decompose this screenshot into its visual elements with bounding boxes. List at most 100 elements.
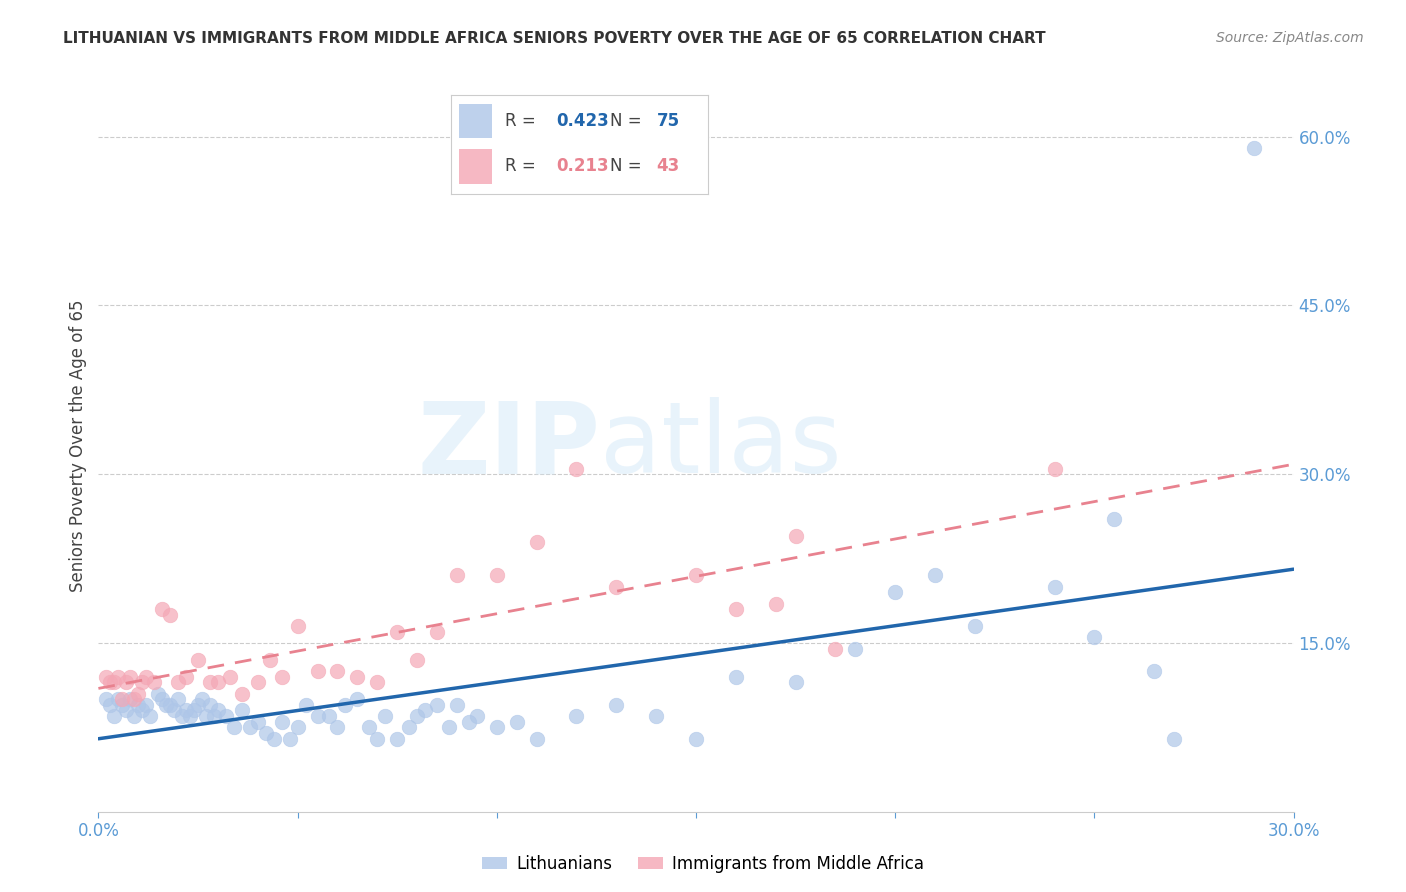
Point bbox=[96, 692, 118, 706]
Point bbox=[127, 687, 149, 701]
Point bbox=[294, 698, 316, 712]
Point bbox=[98, 698, 122, 712]
Point bbox=[215, 709, 238, 723]
Point bbox=[426, 698, 449, 712]
Point bbox=[385, 731, 409, 746]
Point bbox=[765, 597, 787, 611]
Point bbox=[605, 698, 627, 712]
Point bbox=[446, 698, 468, 712]
Point bbox=[526, 731, 548, 746]
Point bbox=[202, 709, 225, 723]
Point bbox=[167, 675, 190, 690]
Point bbox=[124, 692, 146, 706]
Point bbox=[219, 670, 242, 684]
Point bbox=[198, 698, 221, 712]
Point bbox=[398, 720, 420, 734]
Point bbox=[437, 720, 460, 734]
Point bbox=[222, 720, 245, 734]
Point bbox=[143, 675, 166, 690]
Point bbox=[446, 568, 468, 582]
Point bbox=[565, 461, 588, 475]
Point bbox=[150, 692, 173, 706]
Point bbox=[406, 709, 429, 723]
Point bbox=[179, 709, 201, 723]
Point bbox=[139, 709, 162, 723]
Point bbox=[135, 670, 157, 684]
Point bbox=[406, 653, 429, 667]
Point bbox=[685, 568, 707, 582]
Legend: Lithuanians, Immigrants from Middle Africa: Lithuanians, Immigrants from Middle Afri… bbox=[475, 848, 931, 880]
Point bbox=[724, 602, 747, 616]
Point bbox=[1143, 664, 1166, 678]
Point bbox=[172, 709, 194, 723]
Point bbox=[785, 675, 807, 690]
Point bbox=[824, 641, 846, 656]
Point bbox=[111, 692, 134, 706]
Point bbox=[270, 670, 292, 684]
Point bbox=[307, 709, 329, 723]
Point bbox=[458, 714, 481, 729]
Point bbox=[963, 619, 986, 633]
Point bbox=[685, 731, 707, 746]
Point bbox=[366, 675, 388, 690]
Point bbox=[96, 670, 118, 684]
Point bbox=[115, 675, 138, 690]
Point bbox=[565, 709, 588, 723]
Point bbox=[924, 568, 946, 582]
Point bbox=[246, 675, 269, 690]
Point bbox=[278, 731, 301, 746]
Point bbox=[187, 698, 209, 712]
Point bbox=[174, 670, 197, 684]
Point bbox=[159, 607, 181, 622]
Point bbox=[1104, 512, 1126, 526]
Point bbox=[259, 653, 281, 667]
Point bbox=[884, 585, 907, 599]
Point bbox=[207, 675, 229, 690]
Point bbox=[1163, 731, 1185, 746]
Point bbox=[120, 692, 142, 706]
Point bbox=[198, 675, 221, 690]
Point bbox=[413, 703, 436, 717]
Point bbox=[135, 698, 157, 712]
Point bbox=[103, 675, 125, 690]
Point bbox=[111, 698, 134, 712]
Point bbox=[231, 703, 253, 717]
Point bbox=[526, 534, 548, 549]
Point bbox=[98, 675, 122, 690]
Point bbox=[465, 709, 488, 723]
Point bbox=[254, 726, 277, 740]
Point bbox=[785, 529, 807, 543]
Point bbox=[187, 653, 209, 667]
Point bbox=[103, 709, 125, 723]
Point bbox=[231, 687, 253, 701]
Point bbox=[107, 670, 129, 684]
Text: Source: ZipAtlas.com: Source: ZipAtlas.com bbox=[1216, 31, 1364, 45]
Point bbox=[326, 664, 349, 678]
Y-axis label: Seniors Poverty Over the Age of 65: Seniors Poverty Over the Age of 65 bbox=[69, 300, 87, 592]
Point bbox=[107, 692, 129, 706]
Point bbox=[183, 703, 205, 717]
Point bbox=[239, 720, 262, 734]
Point bbox=[1243, 141, 1265, 155]
Point bbox=[346, 670, 368, 684]
Point bbox=[270, 714, 292, 729]
Point bbox=[155, 698, 177, 712]
Point bbox=[174, 703, 197, 717]
Point bbox=[1083, 630, 1105, 644]
Point bbox=[374, 709, 396, 723]
Point bbox=[115, 703, 138, 717]
Point bbox=[148, 687, 170, 701]
Point bbox=[195, 709, 218, 723]
Point bbox=[318, 709, 340, 723]
Point bbox=[844, 641, 866, 656]
Point bbox=[645, 709, 668, 723]
Point bbox=[246, 714, 269, 729]
Point bbox=[124, 709, 146, 723]
Point bbox=[605, 580, 627, 594]
Point bbox=[287, 720, 309, 734]
Point bbox=[366, 731, 388, 746]
Point bbox=[191, 692, 214, 706]
Text: ZIP: ZIP bbox=[418, 398, 600, 494]
Point bbox=[724, 670, 747, 684]
Point bbox=[207, 703, 229, 717]
